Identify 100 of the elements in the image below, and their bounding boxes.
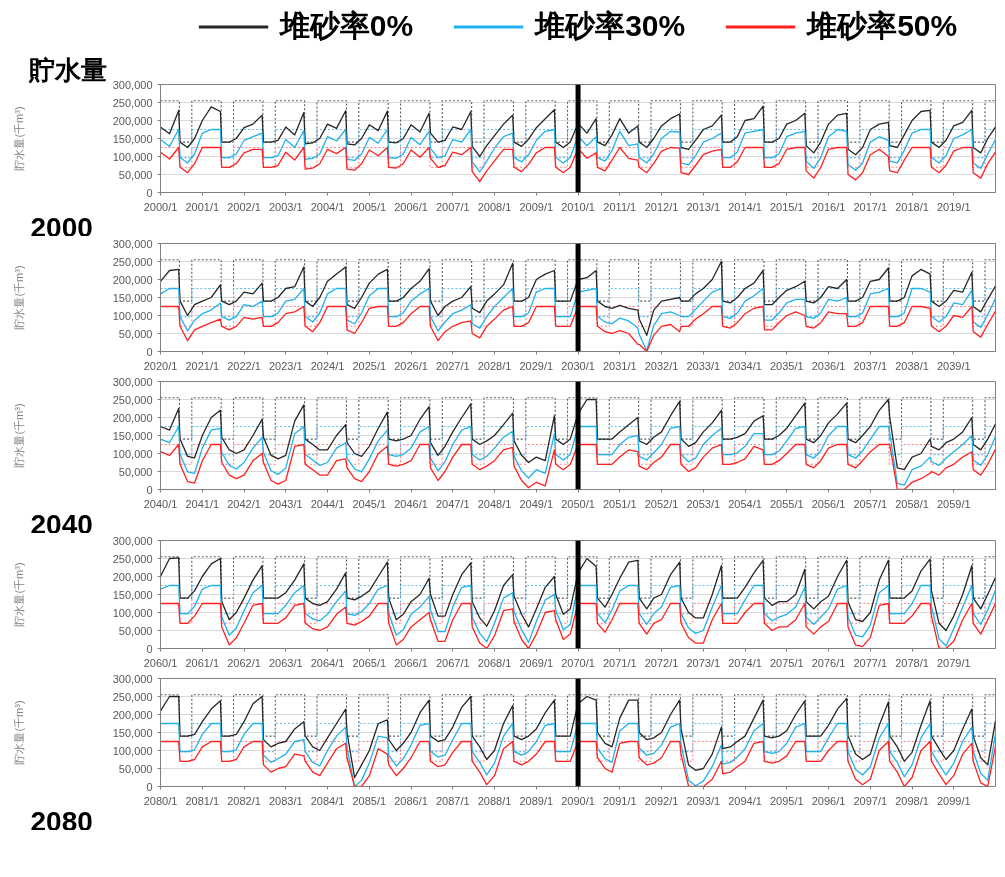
y-tick-label: 0 [146,345,153,358]
x-tick-label: 2014/1 [728,200,762,213]
y-tick-label: 200,000 [112,273,153,286]
x-tick-label: 2049/1 [519,497,554,510]
x-tick-label: 2091/1 [602,794,637,807]
x-tick-label: 2016/1 [811,200,846,213]
x-tick-label: 2033/1 [686,359,721,372]
x-tick-label: 2089/1 [519,794,554,807]
y-tick-label: 150,000 [112,588,153,601]
y-tick-label: 300,000 [112,534,153,547]
x-tick-label: 2003/1 [268,200,303,213]
x-tick-label: 2094/1 [728,794,762,807]
text: 2080 [30,805,93,837]
x-tick-label: 2004/1 [310,200,345,213]
y-tick-label: 250,000 [112,255,153,268]
x-tick-label: 2005/1 [352,200,387,213]
x-tick-label: 2012/1 [644,200,679,213]
y-tick-label: 200,000 [112,411,153,424]
x-tick-label: 2019/1 [936,200,971,213]
x-tick-label: 2002/1 [227,200,261,213]
x-tick-label: 2084/1 [310,794,345,807]
x-tick-label: 2054/1 [728,497,762,510]
text: 2040 [30,508,93,540]
x-tick-label: 2052/1 [644,497,679,510]
y-tick-label: 300,000 [112,78,153,91]
x-tick-label: 2092/1 [644,794,679,807]
x-tick-label: 2061/1 [185,656,220,669]
x-tick-label: 2095/1 [769,794,804,807]
x-tick-label: 2077/1 [853,656,888,669]
x-tick-label: 2042/1 [227,497,261,510]
y-tick-label: 0 [146,483,153,496]
x-tick-label: 2058/1 [895,497,929,510]
x-tick-label: 2099/1 [936,794,971,807]
y-tick-label: 150,000 [112,429,153,442]
x-tick-label: 2048/1 [477,497,512,510]
x-tick-label: 2031/1 [602,359,637,372]
chart-title: 貯水量 [27,54,107,85]
x-tick-label: 2080/1 [143,794,178,807]
y-tick-label: 250,000 [112,690,153,703]
x-tick-label: 2015/1 [769,200,804,213]
x-tick-label: 2079/1 [936,656,971,669]
x-tick-label: 2068/1 [477,656,512,669]
y-tick-label: 100,000 [112,447,153,460]
x-tick-label: 2078/1 [895,656,929,669]
x-tick-label: 2025/1 [352,359,387,372]
x-tick-label: 2075/1 [769,656,804,669]
x-tick-label: 2082/1 [227,794,261,807]
x-tick-label: 2072/1 [644,656,679,669]
x-tick-label: 2032/1 [644,359,679,372]
y-tick-label: 200,000 [112,570,153,583]
x-tick-label: 2083/1 [268,794,303,807]
y-tick-label: 0 [146,780,153,793]
y-tick-label: 150,000 [112,132,153,145]
x-tick-label: 2029/1 [519,359,554,372]
x-tick-label: 2098/1 [895,794,929,807]
y-tick-label: 100,000 [112,309,153,322]
x-tick-label: 2081/1 [185,794,220,807]
x-tick-label: 2027/1 [435,359,470,372]
x-tick-label: 2093/1 [686,794,721,807]
x-tick-label: 2055/1 [769,497,804,510]
legend-label: 堆砂率50% [807,7,958,44]
y-tick-label: 200,000 [112,114,153,127]
x-tick-label: 2085/1 [352,794,387,807]
y-tick-label: 50,000 [118,327,153,340]
y-tick-label: 0 [146,186,153,199]
x-tick-label: 2007/1 [435,200,470,213]
y-axis-title: 貯水量(千m³) [12,106,25,171]
x-tick-label: 2047/1 [435,497,470,510]
text: 2000 [30,211,93,243]
x-tick-label: 2074/1 [728,656,762,669]
x-tick-label: 2051/1 [602,497,637,510]
x-tick-label: 2062/1 [227,656,261,669]
x-tick-label: 2073/1 [686,656,721,669]
x-tick-label: 2065/1 [352,656,387,669]
y-tick-label: 300,000 [112,672,153,685]
x-tick-label: 2090/1 [561,794,595,807]
y-axis-title: 貯水量(千m³) [12,265,25,330]
y-tick-label: 50,000 [118,624,153,637]
x-tick-label: 2040/1 [143,497,178,510]
x-tick-label: 2096/1 [811,794,846,807]
x-tick-label: 2066/1 [394,656,428,669]
x-tick-label: 2000/1 [143,200,178,213]
x-tick-label: 2097/1 [853,794,888,807]
x-tick-label: 2086/1 [394,794,428,807]
x-tick-label: 2024/1 [310,359,345,372]
y-tick-label: 300,000 [112,237,153,250]
legend-label: 堆砂率30% [535,7,686,44]
y-tick-label: 250,000 [112,393,153,406]
x-tick-label: 2046/1 [394,497,428,510]
x-tick-label: 2010/1 [561,200,595,213]
y-tick-label: 250,000 [112,96,153,109]
x-tick-label: 2053/1 [686,497,721,510]
x-tick-label: 2008/1 [477,200,512,213]
x-tick-label: 2067/1 [435,656,470,669]
x-tick-label: 2036/1 [811,359,846,372]
y-tick-label: 150,000 [112,291,153,304]
x-tick-label: 2039/1 [936,359,971,372]
y-tick-label: 50,000 [118,168,153,181]
x-tick-label: 2030/1 [561,359,595,372]
x-tick-label: 2034/1 [728,359,762,372]
